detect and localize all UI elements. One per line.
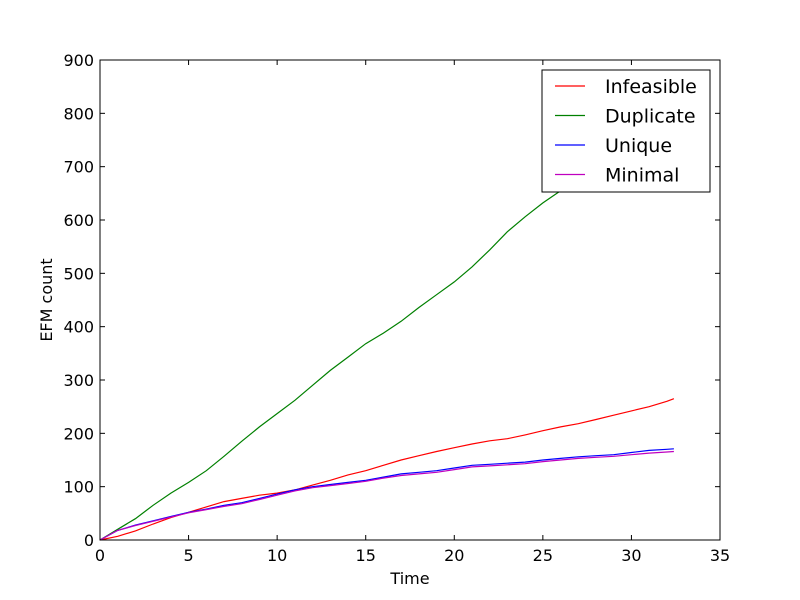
legend-label-unique: Unique	[605, 135, 672, 157]
series-line-infeasible	[99, 398, 675, 541]
y-tick-label: 200	[63, 424, 94, 443]
y-tick-label: 0	[84, 531, 94, 550]
x-tick-label: 15	[356, 546, 376, 565]
x-tick-label: 5	[183, 546, 193, 565]
x-tick-label: 20	[444, 546, 464, 565]
legend-label-infeasible: Infeasible	[605, 76, 697, 98]
x-tick-label: 25	[533, 546, 553, 565]
x-tick-label: 30	[621, 546, 641, 565]
y-tick-label: 800	[63, 104, 94, 123]
x-tick-label: 0	[95, 546, 105, 565]
y-tick-label: 700	[63, 158, 94, 177]
plot-frame	[99, 59, 721, 541]
y-tick-label: 900	[63, 51, 94, 70]
y-tick-label: 400	[63, 318, 94, 337]
y-axis-label: EFM count	[37, 258, 56, 341]
x-tick-label: 35	[710, 546, 730, 565]
y-tick-label: 600	[63, 211, 94, 230]
x-axis-label: Time	[389, 569, 429, 588]
legend-box	[541, 69, 711, 193]
y-tick-label: 500	[63, 264, 94, 283]
legend-label-minimal: Minimal	[605, 165, 679, 187]
y-tick-label: 300	[63, 371, 94, 390]
series-line-minimal	[99, 450, 674, 541]
x-tick-label: 10	[267, 546, 287, 565]
legend-label-duplicate: Duplicate	[605, 106, 696, 128]
legend: Infeasible Duplicate Unique Minimal	[541, 69, 711, 193]
y-tick-label: 100	[63, 478, 94, 497]
tick-layer: 0 5 10 15 20 25 30 35 0 100 200 300 400 500 600 700 800 9…	[63, 51, 730, 565]
